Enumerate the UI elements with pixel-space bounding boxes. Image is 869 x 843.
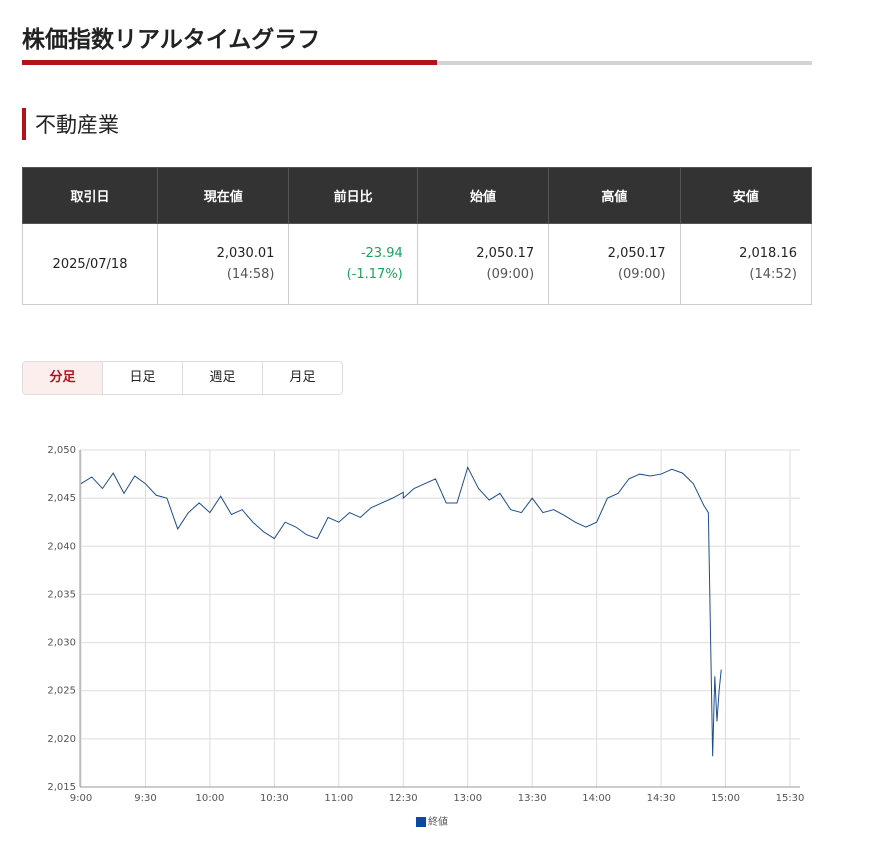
col-header: 始値: [416, 167, 550, 224]
x-tick-label: 10:30: [260, 793, 289, 804]
cell: 2,018.16 (14:52): [679, 223, 813, 305]
value: 2,050.17: [476, 246, 535, 261]
tab[interactable]: 月足: [289, 370, 316, 385]
y-tick-label: 2,045: [47, 493, 76, 504]
y-tick-label: 2,030: [47, 638, 76, 649]
period-tabs: 分足 日足 週足 月足: [22, 361, 343, 395]
y-tick-label: 2,035: [47, 589, 76, 600]
col-header: 前日比: [288, 167, 418, 224]
time: (09:00): [486, 267, 535, 282]
y-tick-label: 2,020: [47, 734, 76, 745]
x-tick-label: 13:30: [518, 793, 547, 804]
price-line: [80, 465, 722, 757]
x-tick-label: 12:30: [389, 793, 418, 804]
time: (09:00): [617, 267, 666, 282]
x-tick-label: 14:00: [582, 793, 611, 804]
data-row: 2025/07/18 2,030.01 (14:58) -23.94 (-1.17%…: [21, 223, 813, 305]
tab[interactable]: 分足: [23, 362, 103, 394]
x-tick-label: 9:00: [70, 793, 92, 804]
legend-swatch: [416, 817, 426, 827]
tab[interactable]: 週足: [183, 362, 263, 394]
y-tick-label: 2,025: [47, 686, 76, 697]
quote-table: 取引日 現在値 前日比 始値 高値 安値 2025/07/18 2,030.01…: [21, 167, 813, 305]
time: (14:58): [226, 267, 275, 282]
title-underline-rest: [437, 61, 812, 65]
x-tick-label: 10:00: [195, 793, 224, 804]
x-tick-label: 11:00: [324, 793, 353, 804]
x-tick-label: 14:30: [647, 793, 676, 804]
value: 2,030.01: [216, 246, 275, 261]
title-underline: [22, 60, 437, 65]
cell: 2,050.17 (09:00): [416, 223, 550, 305]
x-tick-label: 15:00: [711, 793, 740, 804]
value: -23.94: [360, 246, 403, 261]
y-tick-label: 2,040: [47, 541, 76, 552]
time: (14:52): [749, 267, 797, 282]
legend-label: 終値: [428, 815, 448, 828]
col-header: 高値: [548, 167, 681, 224]
cell: -23.94 (-1.17%): [288, 223, 418, 305]
cell: 2,050.17 (09:00): [548, 223, 681, 305]
x-tick-label: 15:30: [776, 793, 805, 804]
value: 2,018.16: [739, 246, 797, 261]
cell-date: 2025/07/18: [21, 223, 159, 305]
cell: 2,030.01 (14:58): [157, 223, 290, 305]
col-header: 安値: [679, 167, 813, 224]
x-tick-label: 13:00: [453, 793, 482, 804]
col-header: 取引日: [21, 167, 159, 224]
y-tick-label: 2,050: [47, 445, 76, 456]
tab[interactable]: 日足: [103, 362, 183, 394]
percent: (-1.17%): [346, 267, 403, 282]
section-title: 不動産業: [22, 108, 119, 140]
x-tick-label: 9:30: [134, 793, 156, 804]
page-title: 株価指数リアルタイムグラフ: [22, 27, 321, 53]
value: 2,050.17: [607, 246, 666, 261]
col-header: 現在値: [157, 167, 290, 224]
y-tick-label: 2,015: [47, 782, 76, 793]
header-row: 取引日 現在値 前日比 始値 高値 安値: [21, 167, 813, 224]
